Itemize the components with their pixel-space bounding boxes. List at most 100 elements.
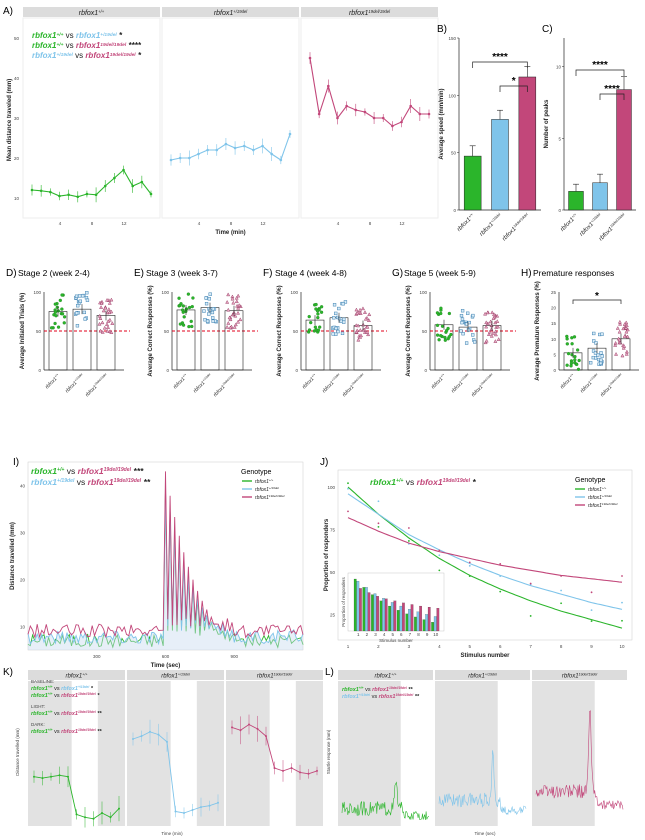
inset-bar [396, 610, 400, 632]
stat-vs: vs [53, 729, 62, 735]
data-point [439, 306, 443, 310]
data-point [440, 324, 445, 328]
stat-vs: vs [73, 51, 85, 60]
genotype-superscript: +/19del [485, 673, 497, 677]
data-point [56, 309, 60, 313]
inset-x-tick: 9 [426, 632, 429, 637]
stat-annotation: rbfox1+/+ vs rbfox1+/19del * [31, 685, 94, 692]
legend-item: rbfox1+/19del [588, 494, 612, 501]
stat-significance: ** [407, 687, 414, 693]
y-tick: 40 [20, 484, 26, 489]
genotype-superscript: 19del/19del [368, 9, 391, 14]
data-point [113, 176, 116, 180]
data-point [228, 317, 233, 322]
x-tick: 8 [230, 221, 233, 226]
category-label: rbfox1+/19del [579, 372, 601, 394]
annotation-heading: BASELINE: [31, 679, 54, 684]
stat-part: rbfox1 [61, 693, 78, 699]
data-point [591, 355, 595, 360]
data-point [496, 324, 500, 329]
y-tick: 5 [558, 136, 561, 141]
variance-band [28, 490, 303, 650]
x-tick: 2 [377, 644, 380, 649]
data-point [367, 312, 372, 316]
inset-bar [416, 611, 420, 632]
panel-letter-a: A) [3, 6, 13, 17]
inset-bar [408, 609, 411, 632]
stat-vs: vs [64, 466, 77, 476]
data-point [570, 336, 574, 340]
category-label: rbfox1+/+ [301, 372, 319, 390]
stat-part: +/+ [57, 467, 64, 473]
data-point [491, 331, 496, 335]
stat-part: +/+ [56, 42, 63, 48]
panel-e: E) Stage 3 (week 3-7) 0 50 100 Average Correc… [134, 268, 258, 398]
data-point [132, 738, 134, 740]
data-point [230, 296, 235, 301]
stat-part: 19del/19del [78, 710, 96, 714]
data-point [622, 322, 627, 326]
data-point [493, 339, 498, 343]
data-point [103, 184, 107, 188]
data-point [261, 144, 264, 148]
x-tick: 600 [162, 654, 170, 659]
data-point [316, 312, 320, 316]
y-tick: 20 [551, 306, 557, 311]
genotype-superscript: +/+ [602, 486, 607, 490]
y-tick: 10 [14, 196, 20, 201]
data-point [234, 299, 239, 303]
data-point [233, 146, 237, 150]
strip-header [301, 7, 438, 17]
data-point [100, 320, 105, 325]
data-point [596, 353, 600, 357]
stat-significance: ** [413, 694, 420, 700]
data-point [105, 322, 109, 326]
data-point [461, 332, 465, 336]
data-point [466, 328, 471, 332]
data-point [491, 316, 496, 320]
stat-part: +/+ [396, 478, 403, 484]
data-point [468, 564, 471, 567]
x-tick: 1 [347, 644, 350, 649]
data-point [233, 322, 238, 327]
inset-x-tick: 5 [391, 632, 394, 637]
data-point [207, 297, 211, 301]
stat-part: rbfox1 [32, 31, 57, 40]
inset-bar [402, 602, 405, 632]
panel-letter: F) [263, 268, 272, 279]
stat-part: 19del/19del [100, 42, 127, 48]
stat-part: 19del/19del [104, 467, 132, 473]
data-point [67, 775, 69, 778]
stat-vs: vs [74, 477, 87, 487]
y-tick: 50 [36, 329, 42, 334]
y-tick: 20 [20, 578, 26, 583]
stat-annotation: rbfox1+/+ vs rbfox119del/19del * [31, 692, 100, 699]
data-point [191, 296, 195, 300]
x-tick: 300 [93, 654, 101, 659]
data-point [332, 316, 336, 320]
stat-annotation: rbfox1+/19del vs rbfox119del/19del ** [342, 693, 420, 700]
data-point [205, 319, 210, 323]
stat-significance: ** [96, 729, 103, 735]
data-point [363, 110, 367, 114]
data-point [468, 575, 471, 577]
stat-vs: vs [63, 31, 75, 40]
data-point [591, 349, 596, 353]
data-point [592, 331, 596, 336]
data-point [439, 334, 443, 338]
data-point [234, 295, 239, 300]
stat-part: 19del/19del [395, 693, 413, 697]
y-tick: 100 [448, 93, 456, 98]
data-point [102, 325, 107, 330]
shaded-dark [196, 681, 224, 826]
genotype-superscript: +/19del [590, 212, 601, 223]
stat-part: +/19del [56, 52, 73, 58]
y-tick: 100 [161, 290, 169, 295]
data-point [363, 316, 368, 321]
data-point [471, 333, 475, 337]
data-point [149, 730, 151, 733]
y-tick: 10 [20, 625, 26, 630]
